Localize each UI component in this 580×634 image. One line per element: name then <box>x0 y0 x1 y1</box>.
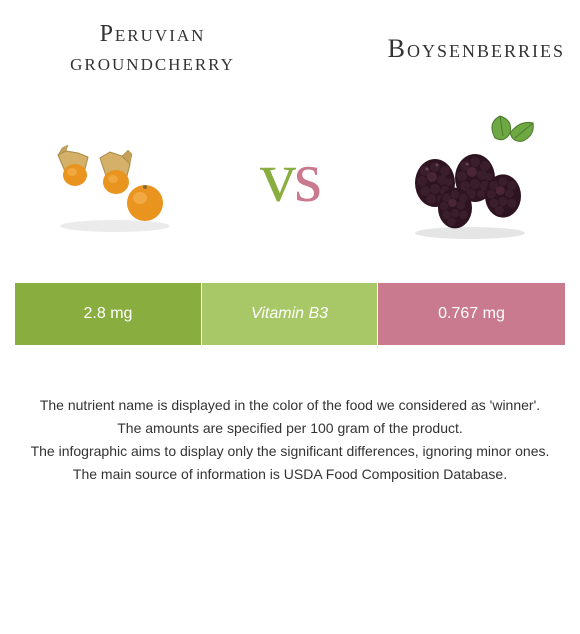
bar-right-value: 0.767 mg <box>378 283 565 345</box>
footer-text: The nutrient name is displayed in the co… <box>15 395 565 485</box>
food-image-left <box>35 108 195 248</box>
vs-v-letter: v <box>260 137 294 217</box>
footer-line-3: The infographic aims to display only the… <box>25 441 555 462</box>
food-title-right: Boysenberries <box>290 34 565 64</box>
images-row: vs <box>15 108 565 248</box>
vs-s-letter: s <box>294 137 320 217</box>
vs-label: vs <box>260 136 320 219</box>
bar-left-value: 2.8 mg <box>15 283 202 345</box>
bar-nutrient-name: Vitamin B3 <box>202 283 378 345</box>
food-image-right <box>385 108 545 248</box>
footer-line-1: The nutrient name is displayed in the co… <box>25 395 555 416</box>
header: Peruvian groundcherry Boysenberries <box>15 20 565 78</box>
comparison-bar: 2.8 mg Vitamin B3 0.767 mg <box>15 283 565 345</box>
food-title-left: Peruvian groundcherry <box>15 20 290 78</box>
footer-line-4: The main source of information is USDA F… <box>25 464 555 485</box>
footer-line-2: The amounts are specified per 100 gram o… <box>25 418 555 439</box>
